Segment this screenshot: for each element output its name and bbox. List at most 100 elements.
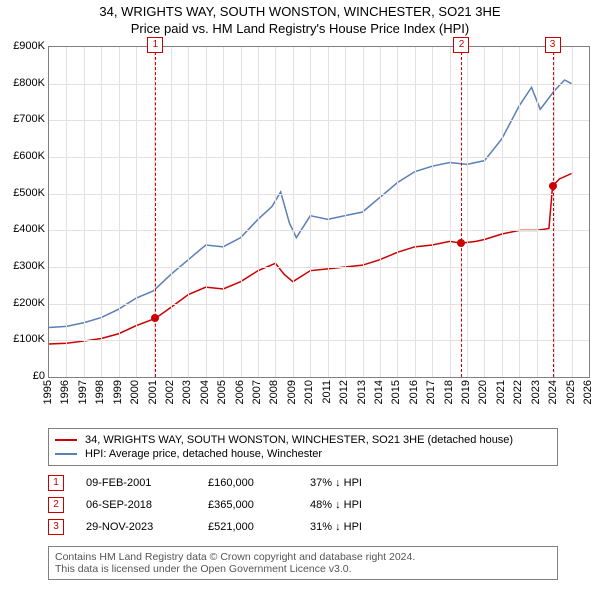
legend-label-hpi: HPI: Average price, detached house, Winc… <box>85 448 322 460</box>
gridline-horizontal <box>49 267 589 268</box>
x-axis-tick-label: 2007 <box>251 380 263 404</box>
legend-swatch-property <box>55 439 77 441</box>
event-badge: 3 <box>48 519 64 535</box>
event-delta: 48% ↓ HPI <box>310 499 400 511</box>
gridline-vertical <box>467 47 468 377</box>
x-axis-tick-label: 2001 <box>147 380 159 404</box>
x-axis-tick-label: 2020 <box>477 380 489 404</box>
y-axis-tick-label: £700K <box>1 113 45 125</box>
event-price: £521,000 <box>208 521 288 533</box>
series-marker-property <box>151 314 159 322</box>
series-marker-property <box>549 182 557 190</box>
gridline-vertical <box>241 47 242 377</box>
events-table: 1 09-FEB-2001 £160,000 37% ↓ HPI 2 06-SE… <box>48 472 590 538</box>
y-axis-tick-label: £900K <box>1 40 45 52</box>
x-axis-tick-label: 2013 <box>356 380 368 404</box>
gridline-vertical <box>484 47 485 377</box>
gridline-horizontal <box>49 194 589 195</box>
gridline-vertical <box>502 47 503 377</box>
gridline-vertical <box>223 47 224 377</box>
chart-container: 123 £0£100K£200K£300K£400K£500K£600K£700… <box>0 36 600 426</box>
event-marker-badge: 2 <box>453 37 469 53</box>
x-axis-tick-label: 2011 <box>321 380 333 404</box>
gridline-vertical <box>345 47 346 377</box>
x-axis-tick-label: 2024 <box>547 380 559 404</box>
x-axis-tick-label: 2012 <box>338 380 350 404</box>
y-axis-tick-label: £0 <box>1 370 45 382</box>
event-date: 06-SEP-2018 <box>86 499 186 511</box>
gridline-horizontal <box>49 304 589 305</box>
legend-item-property: 34, WRIGHTS WAY, SOUTH WONSTON, WINCHEST… <box>55 433 551 447</box>
gridline-vertical <box>572 47 573 377</box>
event-delta: 31% ↓ HPI <box>310 521 400 533</box>
gridline-vertical <box>84 47 85 377</box>
gridline-vertical <box>450 47 451 377</box>
x-axis-tick-label: 2003 <box>181 380 193 404</box>
chart-title-line2: Price paid vs. HM Land Registry's House … <box>0 21 600 36</box>
legend-item-hpi: HPI: Average price, detached house, Winc… <box>55 447 551 461</box>
y-axis-tick-label: £400K <box>1 223 45 235</box>
footer-line2: This data is licensed under the Open Gov… <box>55 563 551 575</box>
x-axis-tick-label: 2016 <box>408 380 420 404</box>
event-row: 3 29-NOV-2023 £521,000 31% ↓ HPI <box>48 516 590 538</box>
gridline-vertical <box>519 47 520 377</box>
x-axis-tick-label: 1997 <box>77 380 89 404</box>
event-delta: 37% ↓ HPI <box>310 477 400 489</box>
gridline-vertical <box>136 47 137 377</box>
x-axis-tick-label: 1998 <box>94 380 106 404</box>
footer-line1: Contains HM Land Registry data © Crown c… <box>55 551 551 563</box>
legend-swatch-hpi <box>55 453 77 455</box>
x-axis-tick-label: 1995 <box>42 380 54 404</box>
x-axis-tick-label: 2017 <box>425 380 437 404</box>
gridline-vertical <box>537 47 538 377</box>
gridline-vertical <box>275 47 276 377</box>
gridline-vertical <box>66 47 67 377</box>
x-axis-tick-label: 1996 <box>59 380 71 404</box>
x-axis-tick-label: 2005 <box>216 380 228 404</box>
legend: 34, WRIGHTS WAY, SOUTH WONSTON, WINCHEST… <box>48 428 558 466</box>
gridline-vertical <box>415 47 416 377</box>
x-axis-tick-label: 2006 <box>234 380 246 404</box>
gridline-vertical <box>310 47 311 377</box>
chart-title-block: 34, WRIGHTS WAY, SOUTH WONSTON, WINCHEST… <box>0 0 600 36</box>
x-axis-tick-label: 2015 <box>390 380 402 404</box>
event-badge: 1 <box>48 475 64 491</box>
x-axis-tick-label: 2000 <box>129 380 141 404</box>
gridline-horizontal <box>49 120 589 121</box>
event-marker-badge: 3 <box>545 37 561 53</box>
x-axis-tick-label: 1999 <box>112 380 124 404</box>
gridline-vertical <box>380 47 381 377</box>
x-axis-tick-label: 2025 <box>565 380 577 404</box>
event-marker-badge: 1 <box>147 37 163 53</box>
gridline-vertical <box>206 47 207 377</box>
gridline-vertical <box>293 47 294 377</box>
x-axis-tick-label: 2004 <box>199 380 211 404</box>
gridline-horizontal <box>49 230 589 231</box>
event-date: 09-FEB-2001 <box>86 477 186 489</box>
x-axis-tick-label: 2014 <box>373 380 385 404</box>
footer-attribution: Contains HM Land Registry data © Crown c… <box>48 546 558 580</box>
event-row: 2 06-SEP-2018 £365,000 48% ↓ HPI <box>48 494 590 516</box>
gridline-vertical <box>328 47 329 377</box>
x-axis-tick-label: 2023 <box>530 380 542 404</box>
y-axis-tick-label: £800K <box>1 77 45 89</box>
event-price: £365,000 <box>208 499 288 511</box>
event-row: 1 09-FEB-2001 £160,000 37% ↓ HPI <box>48 472 590 494</box>
gridline-horizontal <box>49 84 589 85</box>
gridline-horizontal <box>49 340 589 341</box>
legend-label-property: 34, WRIGHTS WAY, SOUTH WONSTON, WINCHEST… <box>85 434 513 446</box>
x-axis-tick-label: 2018 <box>443 380 455 404</box>
event-badge: 2 <box>48 497 64 513</box>
plot-area: 123 <box>48 46 590 378</box>
series-marker-property <box>457 239 465 247</box>
gridline-vertical <box>432 47 433 377</box>
event-guideline <box>461 47 462 377</box>
gridline-vertical <box>363 47 364 377</box>
y-axis-tick-label: £200K <box>1 297 45 309</box>
chart-title-line1: 34, WRIGHTS WAY, SOUTH WONSTON, WINCHEST… <box>0 4 600 19</box>
plot-svg <box>49 47 589 377</box>
event-price: £160,000 <box>208 477 288 489</box>
gridline-vertical <box>258 47 259 377</box>
y-axis-tick-label: £600K <box>1 150 45 162</box>
x-axis-tick-label: 2009 <box>286 380 298 404</box>
